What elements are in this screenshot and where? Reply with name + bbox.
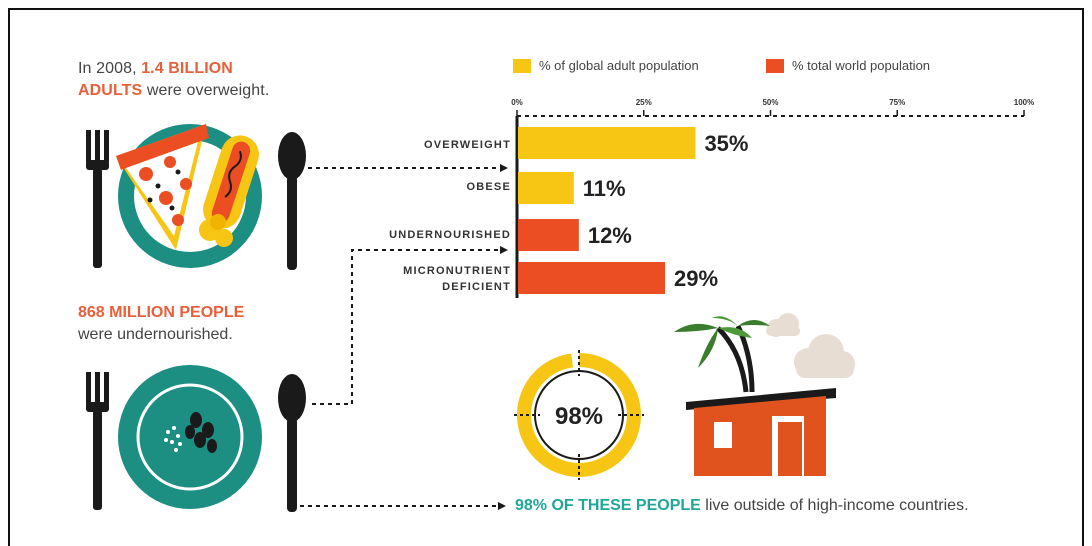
bottom-suffix: live outside of high-income countries. xyxy=(700,497,969,514)
fork-icon xyxy=(86,372,109,510)
pizza-icon xyxy=(116,124,209,250)
legend-label-world: % total world population xyxy=(792,58,931,73)
intro-text: In 2008, 1.4 BILLION ADULTS were overwei… xyxy=(78,58,269,102)
legend-swatch-world xyxy=(766,58,784,73)
palm-tree-icon xyxy=(674,316,770,393)
x-tick-label: 0% xyxy=(511,98,523,107)
x-tick-label: 50% xyxy=(762,98,778,107)
intro-highlight-adults: ADULTS xyxy=(78,82,143,99)
value-label: 35% xyxy=(704,131,748,156)
bar xyxy=(518,219,579,251)
bar xyxy=(518,262,666,294)
intro-suffix: were overweight. xyxy=(142,82,270,99)
x-tick-label: 100% xyxy=(1014,98,1034,107)
cloud-icon xyxy=(766,313,855,378)
bar-chart: 0% 25% 50% 75% 100% OVERWEIGHT 35% OBESE 11% UND… xyxy=(389,98,1034,298)
under-suffix: were undernourished. xyxy=(78,326,233,343)
intro-prefix: In 2008, xyxy=(78,60,142,77)
plate-bottom-ring xyxy=(136,383,244,491)
legend-swatch-adult xyxy=(513,58,531,73)
spoon-icon xyxy=(278,132,306,270)
under-highlight: 868 MILLION PEOPLE xyxy=(78,304,245,321)
bar xyxy=(518,127,696,159)
legend-item-adult: % of global adult population xyxy=(513,58,699,73)
value-label: 12% xyxy=(588,223,632,248)
connector-lines xyxy=(300,167,502,507)
connector-arrowheads xyxy=(498,164,508,510)
undernourished-text: 868 MILLION PEOPLE were undernourished. xyxy=(78,302,244,346)
spoon-icon xyxy=(278,374,306,512)
beans-icon xyxy=(164,412,217,453)
fork-icon xyxy=(86,130,109,268)
house-icon xyxy=(686,388,836,476)
value-label: 29% xyxy=(674,266,718,291)
bar xyxy=(518,172,574,204)
category-label: DEFICIENT xyxy=(442,281,511,293)
bottom-highlight: 98% OF THESE PEOPLE xyxy=(515,497,701,514)
category-label: OVERWEIGHT xyxy=(424,139,511,151)
intro-highlight-billion: 1.4 BILLION xyxy=(141,60,233,77)
legend-item-world: % total world population xyxy=(766,58,930,73)
category-label: OBESE xyxy=(466,181,511,193)
category-label: UNDERNOURISHED xyxy=(389,229,511,241)
hotdog-icon xyxy=(199,135,259,247)
category-label: MICRONUTRIENT xyxy=(403,265,511,277)
x-tick-label: 75% xyxy=(889,98,905,107)
donut-chart: 98% xyxy=(514,350,644,480)
legend-label-adult: % of global adult population xyxy=(539,58,699,73)
x-tick-label: 25% xyxy=(636,98,652,107)
bottom-text: 98% OF THESE PEOPLE live outside of high… xyxy=(515,497,969,515)
value-label: 11% xyxy=(583,176,626,201)
donut-label: 98% xyxy=(555,403,603,430)
